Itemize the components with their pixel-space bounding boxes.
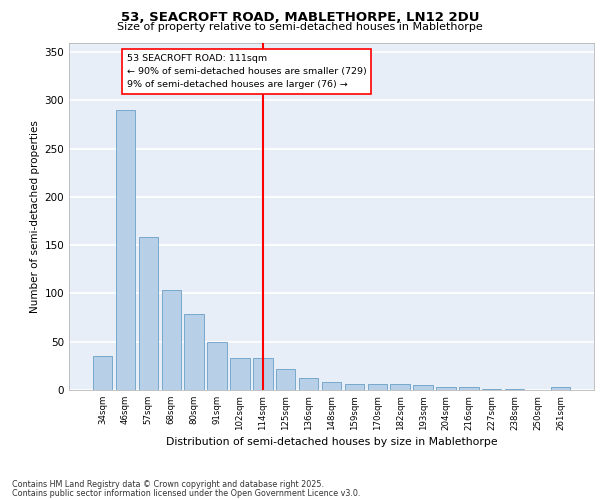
Bar (413, 385, 433, 390)
Bar (299, 378, 319, 390)
Bar (482, 389, 502, 390)
Bar (139, 238, 158, 390)
Text: 53 SEACROFT ROAD: 111sqm
← 90% of semi-detached houses are smaller (729)
9% of s: 53 SEACROFT ROAD: 111sqm ← 90% of semi-d… (127, 54, 367, 90)
Bar (184, 314, 204, 390)
Bar (116, 110, 135, 390)
Bar (391, 384, 410, 390)
Bar (253, 358, 272, 390)
Bar (344, 384, 364, 390)
Bar (436, 387, 455, 390)
Bar (459, 387, 479, 390)
Bar (161, 290, 181, 390)
Bar (208, 342, 227, 390)
Text: Contains HM Land Registry data © Crown copyright and database right 2025.: Contains HM Land Registry data © Crown c… (12, 480, 324, 489)
Bar (276, 369, 295, 390)
Bar (322, 382, 341, 390)
Y-axis label: Number of semi-detached properties: Number of semi-detached properties (30, 120, 40, 312)
Text: Size of property relative to semi-detached houses in Mablethorpe: Size of property relative to semi-detach… (117, 22, 483, 32)
Bar (93, 356, 112, 390)
Text: 53, SEACROFT ROAD, MABLETHORPE, LN12 2DU: 53, SEACROFT ROAD, MABLETHORPE, LN12 2DU (121, 11, 479, 24)
Bar (368, 384, 387, 390)
Text: Contains public sector information licensed under the Open Government Licence v3: Contains public sector information licen… (12, 488, 361, 498)
Bar (551, 387, 570, 390)
X-axis label: Distribution of semi-detached houses by size in Mablethorpe: Distribution of semi-detached houses by … (166, 436, 497, 446)
Bar (505, 389, 524, 390)
Bar (230, 358, 250, 390)
